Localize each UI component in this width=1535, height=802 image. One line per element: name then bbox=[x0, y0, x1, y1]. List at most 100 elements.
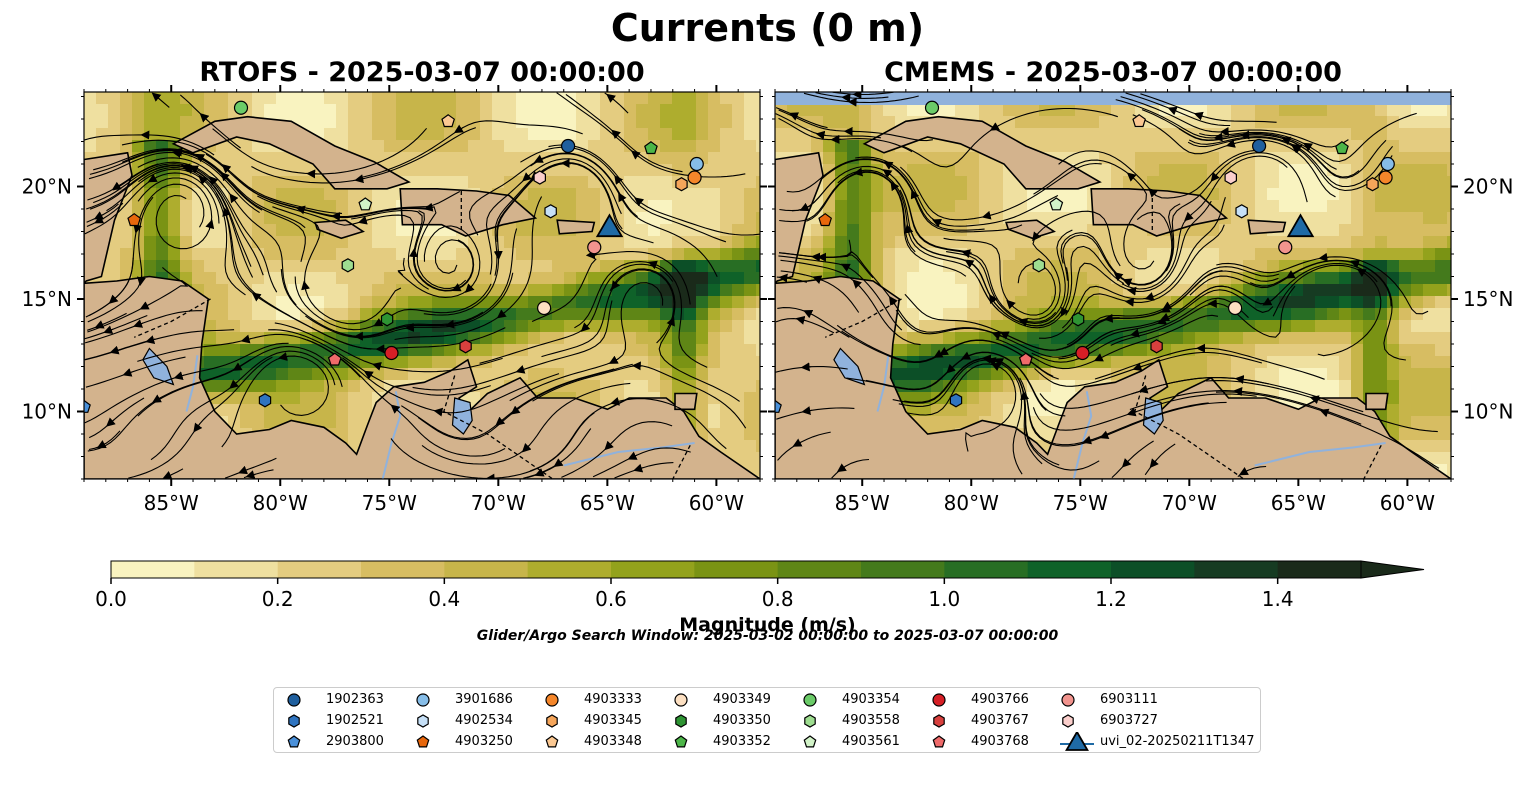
colorbar-extend-arrow bbox=[1360, 560, 1425, 579]
legend-label: 4903352 bbox=[713, 734, 771, 749]
streamline bbox=[1215, 391, 1440, 469]
streamline bbox=[251, 127, 476, 184]
streamline-arrow bbox=[647, 260, 658, 270]
streamline-arrow bbox=[852, 279, 862, 289]
streamline-arrow bbox=[240, 334, 252, 344]
colorbar-tick-label: 1.0 bbox=[928, 587, 960, 611]
marker-4903558 bbox=[341, 258, 355, 273]
land-layer bbox=[775, 115, 1451, 479]
streamline-arrow bbox=[278, 352, 289, 361]
streamline bbox=[1066, 266, 1280, 346]
streamline bbox=[846, 351, 1047, 411]
marker-2903800 bbox=[775, 399, 782, 413]
streamline-arrow bbox=[788, 112, 800, 121]
streamline bbox=[609, 268, 740, 402]
pentagon-icon bbox=[932, 735, 946, 748]
streamline bbox=[776, 407, 855, 420]
streamline bbox=[565, 93, 683, 173]
marker-2903800 bbox=[84, 399, 91, 413]
streamline bbox=[1032, 393, 1257, 431]
streamline bbox=[1187, 137, 1393, 192]
streamline bbox=[479, 263, 674, 364]
colorbar-bin bbox=[861, 561, 945, 578]
circle-icon bbox=[932, 693, 946, 707]
streamline bbox=[397, 225, 481, 298]
streamline-arrow bbox=[193, 422, 203, 433]
streamline bbox=[85, 356, 186, 388]
streamline bbox=[1058, 289, 1274, 360]
streamline bbox=[469, 152, 638, 236]
streamline bbox=[113, 161, 278, 293]
streamline bbox=[1033, 159, 1155, 270]
country-border bbox=[133, 298, 211, 338]
streamline bbox=[121, 149, 306, 262]
legend-label: 4903350 bbox=[713, 713, 771, 728]
streamline-arrow bbox=[580, 322, 591, 332]
streamline-arrow bbox=[357, 215, 369, 225]
streamline bbox=[106, 168, 246, 296]
river bbox=[1072, 391, 1093, 479]
hexagon-icon bbox=[933, 714, 945, 728]
legend-label: 1902521 bbox=[326, 713, 384, 728]
streamline bbox=[1188, 136, 1394, 188]
streamline-arrow bbox=[1032, 231, 1042, 242]
streamline-arrow bbox=[103, 325, 114, 334]
legend-marker bbox=[287, 735, 301, 748]
streamline-arrow bbox=[1149, 458, 1159, 469]
streamline bbox=[778, 117, 913, 153]
y-tick-label: 15°N bbox=[1463, 287, 1513, 311]
streamline-arrow bbox=[533, 154, 544, 163]
left-panel-title: RTOFS - 2025-03-07 00:00:00 bbox=[199, 57, 645, 88]
streamline bbox=[1121, 155, 1288, 290]
streamline-arrow bbox=[989, 294, 998, 305]
streamline-arrow bbox=[610, 396, 621, 406]
streamline bbox=[943, 237, 1056, 316]
legend-label: uvi_02-20250211T1347 bbox=[1100, 734, 1255, 749]
right-panel-title: CMEMS - 2025-03-07 00:00:00 bbox=[884, 57, 1342, 88]
streamline bbox=[84, 329, 235, 361]
streamline-arrow bbox=[614, 174, 624, 185]
figure-title: Currents (0 m) bbox=[610, 6, 925, 50]
y-tick-label: 10°N bbox=[1463, 400, 1513, 424]
streamline bbox=[224, 457, 277, 479]
streamline-arrow bbox=[1148, 188, 1158, 198]
streamline bbox=[306, 339, 506, 457]
streamline-arrow bbox=[1144, 292, 1155, 301]
streamline bbox=[548, 144, 760, 236]
streamline bbox=[837, 169, 999, 311]
colorbar-tick-label: 1.4 bbox=[1262, 587, 1294, 611]
streamline bbox=[777, 307, 850, 338]
river bbox=[1254, 442, 1386, 467]
streamline-arrow bbox=[1113, 272, 1124, 282]
legend-label: 4903333 bbox=[584, 692, 642, 707]
colorbar-tick-label: 1.2 bbox=[1095, 587, 1127, 611]
streamline-arrow bbox=[1213, 132, 1225, 142]
circle-icon bbox=[545, 693, 559, 707]
streamline bbox=[128, 356, 273, 479]
streamline-arrow bbox=[1006, 299, 1016, 310]
marker-4902534 bbox=[544, 204, 557, 219]
x-tick-label: 70°W bbox=[1162, 491, 1217, 515]
streamline-arrow bbox=[93, 211, 104, 220]
streamline bbox=[215, 192, 372, 350]
x-tick-label: 85°W bbox=[144, 491, 199, 515]
streamline-arrow bbox=[1122, 278, 1133, 287]
streamline-arrow bbox=[521, 443, 532, 453]
marker-6903111 bbox=[587, 240, 602, 255]
streamline-arrow bbox=[409, 248, 419, 259]
marker-6903727 bbox=[1224, 170, 1238, 185]
streamline bbox=[421, 382, 631, 465]
marker-4903348 bbox=[441, 114, 456, 128]
legend-label: 4903768 bbox=[971, 734, 1029, 749]
hexagon-icon bbox=[417, 714, 429, 728]
streamline bbox=[137, 157, 297, 306]
legend-label: 2903800 bbox=[326, 734, 384, 749]
legend-label: 4903348 bbox=[584, 734, 642, 749]
streamline bbox=[1272, 264, 1382, 357]
marker-1902521 bbox=[949, 393, 963, 408]
legend-label: 4903345 bbox=[584, 713, 642, 728]
streamline bbox=[319, 206, 467, 289]
marker-4903350 bbox=[380, 312, 394, 327]
streamline-arrow bbox=[888, 295, 898, 306]
streamline-arrow bbox=[1126, 407, 1137, 417]
